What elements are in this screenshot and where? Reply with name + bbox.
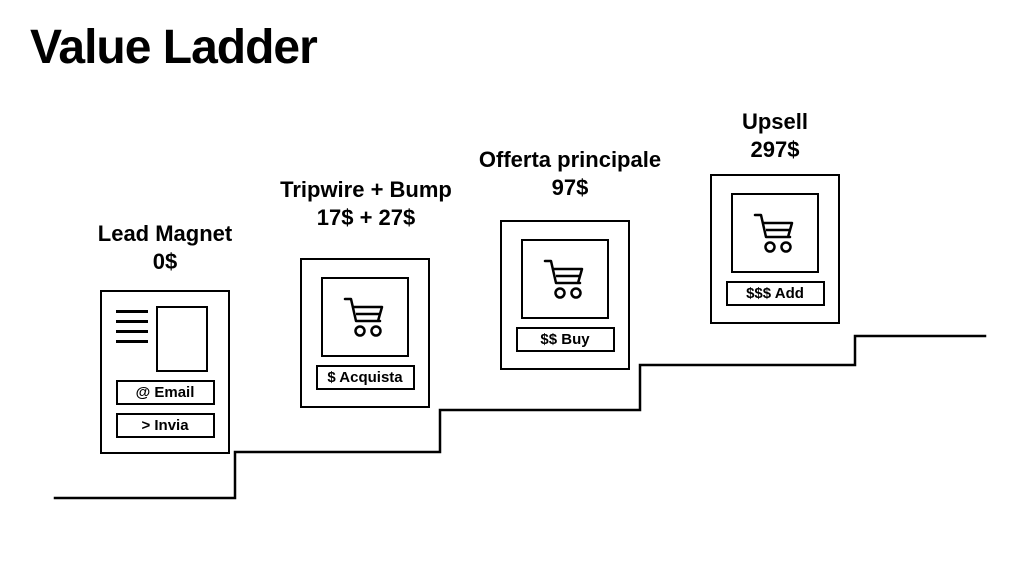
- product-box: [521, 239, 609, 319]
- step-price: 0$: [90, 248, 240, 276]
- step-label-lead-magnet: Lead Magnet 0$: [90, 220, 240, 275]
- step-price: 297$: [720, 136, 830, 164]
- email-field: @ Email: [116, 380, 215, 405]
- cart-icon: [542, 257, 588, 301]
- card-tripwire: $ Acquista: [300, 258, 430, 408]
- value-ladder-diagram: Lead Magnet 0$ @ Email > Invia Tripwire …: [0, 0, 1024, 564]
- card-upsell: $$$ Add: [710, 174, 840, 324]
- buy-button: $ Acquista: [316, 365, 415, 390]
- step-price: 17$ + 27$: [276, 204, 456, 232]
- step-title: Lead Magnet: [90, 220, 240, 248]
- cart-icon: [752, 211, 798, 255]
- step-label-tripwire: Tripwire + Bump 17$ + 27$: [276, 176, 456, 231]
- cart-icon: [342, 295, 388, 339]
- step-title: Tripwire + Bump: [276, 176, 456, 204]
- step-title: Offerta principale: [470, 146, 670, 174]
- lead-magnet-preview: [116, 306, 215, 372]
- send-button: > Invia: [116, 413, 215, 438]
- step-label-main-offer: Offerta principale 97$: [470, 146, 670, 201]
- card-main-offer: $$ Buy: [500, 220, 630, 370]
- product-box: [731, 193, 819, 273]
- buy-button: $$ Buy: [516, 327, 615, 352]
- document-icon: [156, 306, 208, 372]
- step-price: 97$: [470, 174, 670, 202]
- step-title: Upsell: [720, 108, 830, 136]
- text-lines-icon: [116, 310, 148, 343]
- step-label-upsell: Upsell 297$: [720, 108, 830, 163]
- add-button: $$$ Add: [726, 281, 825, 306]
- card-lead-magnet: @ Email > Invia: [100, 290, 230, 454]
- product-box: [321, 277, 409, 357]
